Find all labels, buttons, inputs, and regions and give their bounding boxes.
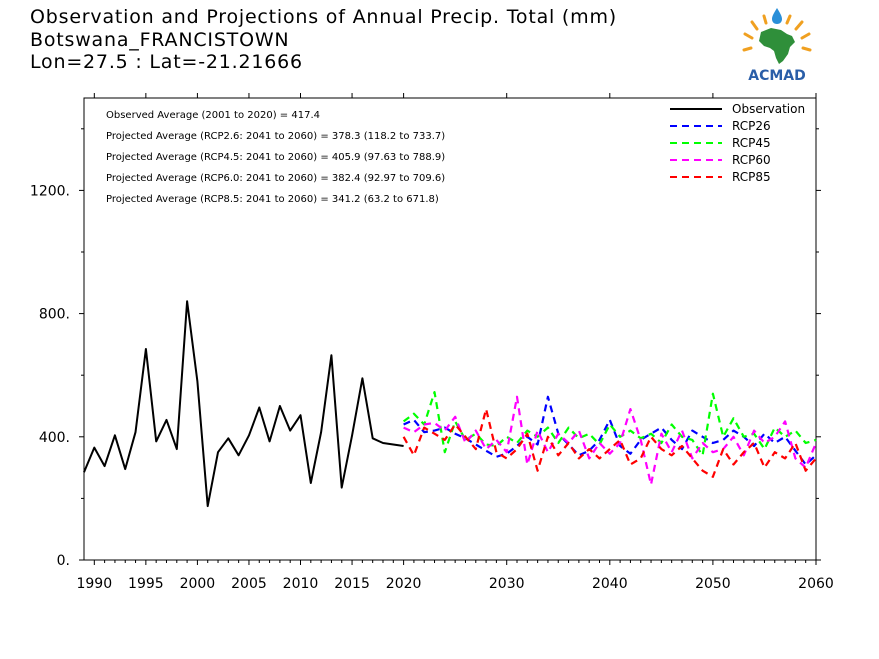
x-tick-label: 2005 [231, 576, 267, 592]
y-tick-label: 0. [57, 553, 70, 569]
legend-label: RCP60 [732, 153, 771, 167]
annotation-line: Projected Average (RCP6.0: 2041 to 2060)… [106, 173, 445, 184]
x-tick-label: 1990 [76, 576, 112, 592]
x-tick-label: 2000 [180, 576, 216, 592]
sun-rays-icon [742, 14, 812, 52]
chart-title: Observation and Projections of Annual Pr… [30, 6, 617, 28]
x-tick-label: 2010 [283, 576, 319, 592]
series-layer [83, 300, 818, 508]
legend-label: Observation [732, 102, 805, 116]
y-tick-label: 400. [39, 430, 70, 446]
series-line-rcp60 [403, 395, 818, 486]
annotation-line: Projected Average (RCP4.5: 2041 to 2060)… [106, 152, 445, 163]
series-line-observation [83, 300, 404, 508]
axis-ticks: 1990 1995 2000 2005 2010 2015 2020 2030 2040 2050… [30, 93, 834, 592]
legend-label: RCP45 [732, 136, 771, 150]
x-tick-label: 2060 [798, 576, 834, 592]
title-block: Observation and Projections of Annual Pr… [30, 6, 617, 74]
x-tick-label: 2020 [386, 576, 422, 592]
legend: Observation RCP26 RCP45 RCP60 RCP85 [670, 102, 805, 184]
acmad-logo: ACMAD [742, 8, 812, 84]
station-coordinates: Lon=27.5 : Lat=-21.21666 [30, 51, 303, 73]
annotation-block: Observed Average (2001 to 2020) = 417.4 P… [106, 110, 445, 205]
logo-text: ACMAD [748, 68, 806, 84]
plot-frame [83, 97, 817, 561]
station-name: Botswana_FRANCISTOWN [30, 28, 290, 51]
x-tick-label: 2015 [334, 576, 370, 592]
y-tick-label: 1200. [30, 183, 70, 199]
x-tick-label: 1995 [128, 576, 164, 592]
legend-label: RCP85 [732, 170, 771, 184]
annotation-line: Projected Average (RCP8.5: 2041 to 2060)… [106, 194, 439, 205]
series-line-rcp85 [402, 408, 817, 478]
africa-map-icon [759, 28, 795, 64]
x-tick-label: 2040 [592, 576, 628, 592]
x-tick-label: 2050 [695, 576, 731, 592]
annotation-line: Projected Average (RCP2.6: 2041 to 2060)… [106, 131, 445, 142]
y-tick-label: 800. [39, 307, 70, 323]
water-drop-icon [772, 8, 782, 24]
x-tick-label: 2030 [489, 576, 525, 592]
annotation-line: Observed Average (2001 to 2020) = 417.4 [106, 110, 320, 121]
legend-label: RCP26 [732, 119, 771, 133]
series-line-rcp26 [403, 395, 817, 466]
